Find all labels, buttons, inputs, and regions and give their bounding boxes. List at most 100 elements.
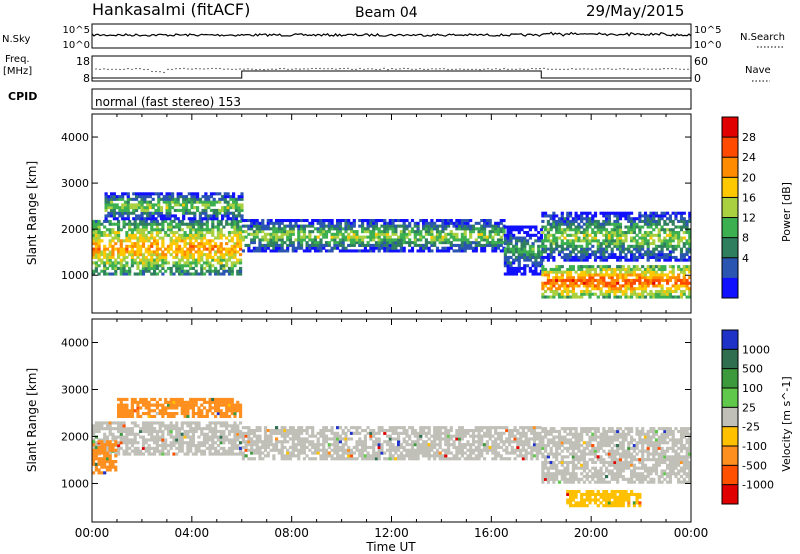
heatmap-cell — [189, 253, 193, 257]
heatmap-cell — [141, 429, 146, 434]
heatmap-cell — [269, 243, 273, 247]
heatmap-cell — [569, 284, 573, 288]
heatmap-cell — [649, 290, 653, 294]
heatmap-cell — [141, 421, 146, 425]
heatmap-cell — [483, 227, 487, 231]
heatmap-cell — [135, 192, 139, 196]
heatmap-cell — [671, 273, 675, 277]
heatmap-cell — [641, 295, 645, 299]
heatmap-cell — [207, 195, 211, 199]
heatmap-cell — [286, 249, 290, 253]
heatmap-cell — [607, 273, 611, 277]
heatmap-cell — [158, 228, 162, 232]
heatmap-cell — [100, 233, 104, 237]
heatmap-cell — [593, 222, 598, 226]
heatmap-cell — [618, 222, 623, 226]
heatmap-cell — [444, 451, 448, 455]
heatmap-cell — [111, 239, 115, 243]
heatmap-cell — [128, 429, 132, 434]
heatmap-cell — [208, 438, 212, 442]
heatmap-cell — [94, 468, 98, 472]
heatmap-cell — [630, 211, 634, 215]
heatmap-cell — [211, 269, 215, 273]
heatmap-cell — [438, 224, 442, 228]
heatmap-cell — [514, 242, 519, 246]
heatmap-cell — [136, 406, 140, 410]
heatmap-cell — [336, 243, 340, 247]
heatmap-cell — [399, 457, 403, 461]
heatmap-cell — [402, 431, 406, 435]
heatmap-cell — [388, 227, 392, 231]
heatmap-cell — [196, 208, 200, 212]
heatmap-cell — [153, 242, 157, 246]
heatmap-cell — [111, 465, 115, 469]
heatmap-cell — [280, 448, 284, 452]
heatmap-cell — [405, 227, 409, 231]
heatmap-cell — [144, 403, 148, 407]
heatmap-cell — [349, 426, 354, 430]
heatmap-cell — [155, 239, 159, 243]
nave-dot — [483, 68, 485, 70]
heatmap-cell — [657, 228, 661, 232]
heatmap-cell — [643, 284, 648, 288]
heatmap-cell — [635, 276, 639, 280]
heatmap-cell — [638, 284, 642, 288]
heatmap-cell — [605, 217, 609, 221]
heatmap-cell — [230, 438, 234, 442]
nave-dot — [179, 68, 181, 70]
heatmap-cell — [424, 426, 428, 430]
heatmap-cell — [136, 266, 140, 270]
heatmap-cell — [168, 211, 172, 215]
heatmap-cell — [330, 227, 334, 231]
heatmap-cell — [108, 421, 112, 425]
heatmap-cell — [219, 222, 223, 226]
heatmap-cell — [193, 214, 197, 218]
heatmap-cell — [607, 219, 611, 223]
heatmap-cell — [155, 242, 159, 246]
heatmap-cell — [319, 238, 323, 242]
heatmap-cell — [419, 443, 423, 447]
heatmap-cell — [128, 222, 132, 226]
heatmap-cell — [605, 284, 609, 288]
heatmap-cell — [632, 287, 636, 291]
heatmap-cell — [557, 270, 562, 274]
heatmap-cell — [654, 233, 659, 237]
heatmap-cell — [666, 255, 670, 259]
heatmap-cell — [413, 429, 417, 433]
heatmap-cell — [372, 224, 376, 228]
heatmap-cell — [380, 241, 384, 245]
heatmap-cell — [460, 246, 464, 250]
heatmap-cell — [649, 295, 653, 299]
heatmap-cell — [216, 269, 220, 273]
heatmap-cell — [302, 443, 306, 447]
heatmap-cell — [685, 231, 689, 235]
heatmap-cell — [263, 238, 268, 242]
heatmap-cell — [155, 233, 159, 237]
heatmap-cell — [172, 441, 176, 445]
heatmap-cell — [643, 231, 648, 235]
heatmap-cell — [178, 219, 182, 223]
heatmap-cell — [139, 414, 143, 419]
heatmap-cell — [544, 270, 548, 274]
heatmap-cell — [166, 233, 171, 237]
heatmap-cell — [526, 264, 530, 268]
heatmap-cell — [94, 421, 98, 425]
heatmap-cell — [441, 246, 445, 250]
heatmap-cell — [244, 431, 248, 435]
heatmap-cell — [189, 231, 193, 235]
heatmap-cell — [430, 443, 434, 447]
heatmap-cell — [613, 239, 617, 243]
heatmap-cell — [361, 249, 365, 253]
heatmap-cell — [383, 235, 387, 239]
heatmap-cell — [652, 228, 656, 232]
heatmap-cell — [172, 264, 176, 268]
heatmap-cell — [146, 203, 150, 207]
heatmap-cell — [263, 454, 268, 458]
heatmap-cell — [205, 261, 209, 265]
heatmap-cell — [618, 253, 623, 257]
heatmap-cell — [621, 278, 625, 282]
heatmap-cell — [338, 227, 342, 231]
heatmap-cell — [189, 397, 193, 402]
heatmap-cell — [175, 244, 179, 248]
heatmap-cell — [258, 227, 262, 231]
